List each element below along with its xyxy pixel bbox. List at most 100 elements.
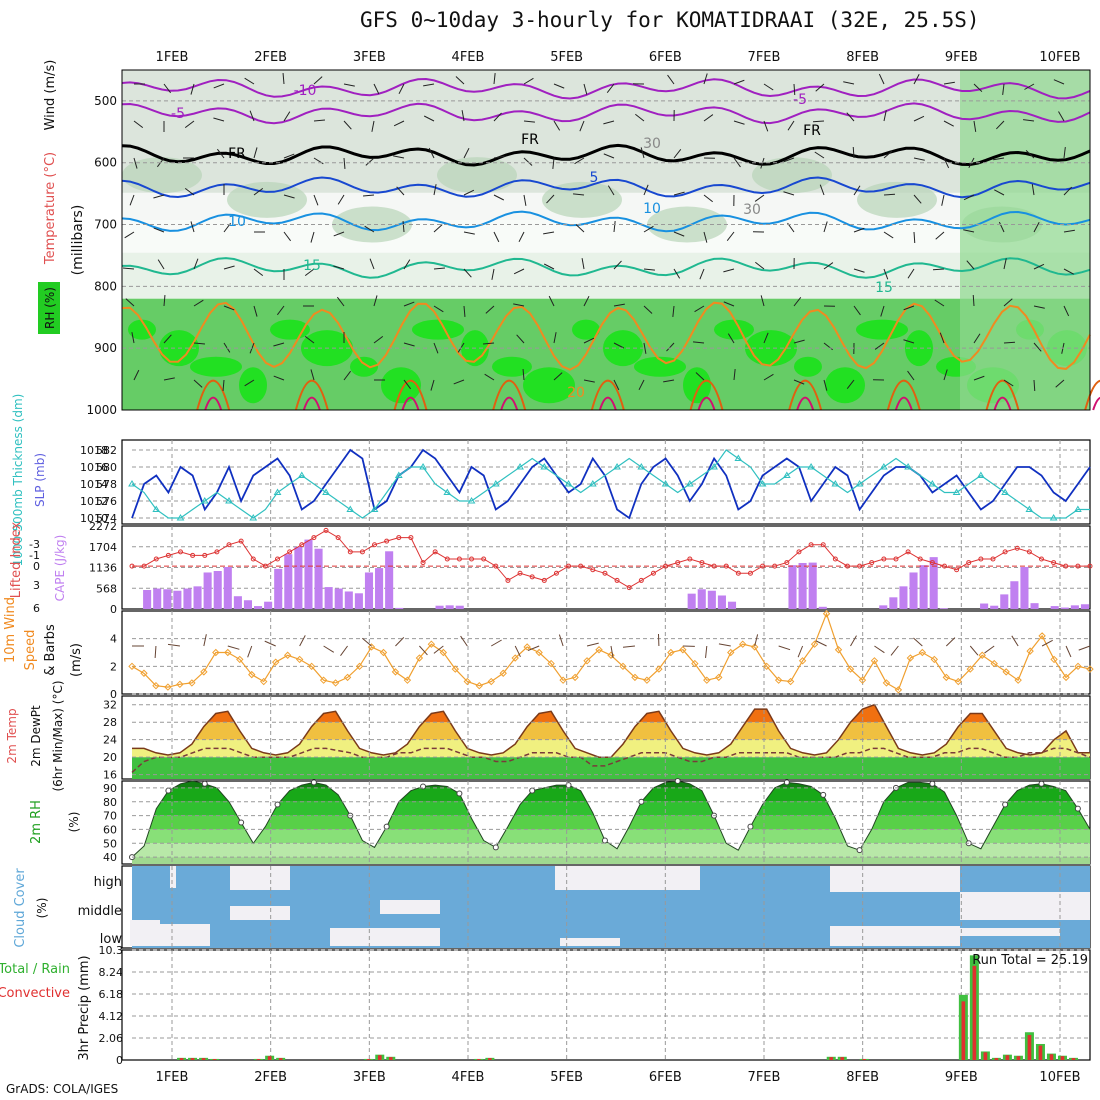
li-marker: [178, 549, 184, 555]
wind-barb: [433, 342, 439, 354]
li-marker: [153, 556, 159, 562]
wind-barb: [793, 339, 805, 344]
wind10-barb: [203, 634, 207, 647]
li-marker: [190, 552, 196, 558]
wind10-marker: [271, 658, 280, 666]
wind-barb: [304, 268, 315, 277]
wind-barb: [823, 262, 834, 270]
thickness-marker: [540, 463, 549, 470]
temp2m-tick-label: 28: [103, 716, 117, 729]
rh2m-fill-band: [132, 815, 1090, 830]
precip-total-label: Total / Rain: [0, 962, 70, 977]
cape-tick-label: 2272: [89, 520, 117, 533]
wind10-marker: [655, 665, 663, 673]
wind-barb: [1063, 268, 1074, 275]
cape-bar: [264, 601, 273, 609]
precip-conv-bar: [278, 1058, 283, 1060]
wind-barb: [583, 337, 595, 344]
cape-tick-label: 0: [110, 603, 117, 616]
wind10-tick-label: 0: [110, 688, 117, 701]
thickness-marker: [225, 497, 233, 504]
wind-barb: [695, 372, 705, 381]
wind10-marker: [1014, 676, 1022, 684]
wind-barb: [583, 295, 590, 307]
wind-barb: [222, 379, 225, 392]
cape-bar: [990, 605, 999, 609]
wind10-barb: [718, 643, 731, 647]
wind-barb: [523, 77, 534, 85]
slp-tick-label: 1018: [80, 444, 108, 457]
li-tick-label: 3: [33, 579, 40, 592]
li-marker: [602, 570, 608, 576]
pressure-tick-label: 800: [94, 279, 117, 293]
wind-barb: [643, 342, 647, 354]
precip-conv-bar: [862, 1059, 867, 1060]
wind-barb: [1055, 379, 1065, 388]
cape-bar: [193, 586, 202, 609]
thickness-marker: [904, 463, 912, 470]
cloud-gap: [830, 926, 960, 946]
wind-barb: [213, 83, 225, 89]
rh-moist-patch: [683, 367, 711, 404]
wind10-barb: [419, 645, 428, 656]
wind10-marker: [631, 673, 639, 682]
wind-barb: [343, 83, 355, 87]
cape-bar: [284, 554, 293, 609]
cloud-level-label: high: [94, 875, 122, 890]
wind10-barb: [984, 645, 995, 654]
li-marker: [796, 549, 802, 555]
wind-barb: [1003, 379, 1014, 387]
x-tick-label-top: 10FEB: [1039, 50, 1080, 65]
wind-barb: [703, 231, 708, 243]
li-marker: [723, 563, 729, 569]
wind-barb: [943, 369, 948, 381]
rh2m-marker: [820, 791, 827, 798]
wind-barb: [463, 305, 466, 318]
rh2m-marker: [274, 801, 281, 808]
li-marker: [663, 563, 669, 569]
li-marker: [384, 538, 390, 544]
thickness-marker: [588, 480, 597, 487]
cape-bar: [1000, 594, 1009, 609]
wind10-barb: [323, 645, 335, 653]
wind10-barb: [299, 635, 306, 647]
wind-barb: [699, 268, 705, 280]
cape-bar: [980, 603, 989, 609]
cape-bar: [375, 568, 384, 609]
precip-conv-bar: [201, 1058, 206, 1060]
wind10-barb: [460, 635, 468, 647]
cape-bar: [1020, 566, 1029, 609]
wind-barb: [1063, 229, 1075, 233]
precip-conv-bar: [840, 1057, 845, 1060]
wind10-marker: [750, 643, 759, 651]
wind-barb: [943, 81, 955, 85]
wind10-barb: [874, 645, 885, 654]
thickness-marker: [346, 505, 355, 512]
precip-conv-bar: [983, 1052, 988, 1060]
rh2m-unit-label: (%): [67, 812, 81, 833]
cape-bar: [889, 597, 898, 609]
wind10-marker: [966, 665, 974, 673]
contour-label: 30: [743, 202, 761, 218]
li-marker: [311, 535, 317, 541]
wind10-barb: [622, 645, 636, 648]
wind10-marker: [739, 640, 747, 648]
wind-barb: [364, 225, 375, 233]
thickness-marker: [249, 514, 258, 521]
wind-barb: [249, 110, 255, 122]
wind10-barb: [227, 645, 240, 650]
rh-moist-patch: [492, 356, 532, 377]
cape-bar: [435, 605, 444, 609]
li-marker: [372, 542, 378, 548]
wind-barb: [433, 184, 437, 196]
wind10-marker: [990, 659, 998, 668]
rh2m-marker: [456, 790, 463, 797]
wind-barb: [883, 150, 893, 159]
cape-bar: [455, 605, 464, 609]
side-label-rh: RH (%): [43, 287, 57, 329]
x-tick-label-top: 7FEB: [748, 50, 781, 65]
isotherm-hot-loop: [302, 396, 321, 411]
li-marker: [275, 556, 281, 562]
wind-barb: [726, 231, 735, 241]
wind10-marker: [128, 662, 136, 671]
